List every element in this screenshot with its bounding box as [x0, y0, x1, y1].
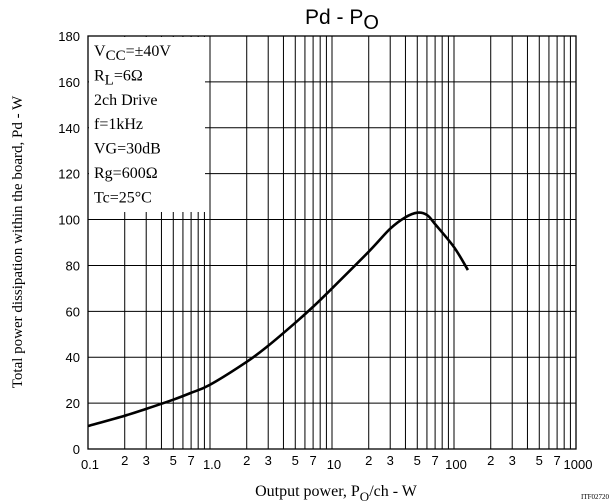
conditions-box: VCC=±40V RL=6Ω 2ch Drive f=1kHz VG=30dB Rg=60… — [89, 37, 205, 212]
x-tick-labels: 0.1 2 3 5 7 1.0 2 3 5 7 10 2 3 5 7 100 2 3 5 7 1000 — [81, 453, 593, 472]
series — [87, 211, 470, 428]
plot-frame — [87, 35, 577, 450]
x-tick-label-minor: 7 — [309, 453, 316, 468]
x-tick-label-minor: 5 — [170, 453, 177, 468]
y-tick-label: 160 — [58, 75, 80, 90]
condition-line: VG=30dB — [94, 141, 161, 158]
x-tick-label-decade: 0.1 — [81, 457, 99, 472]
y-tick-label: 60 — [66, 304, 80, 319]
x-tick-label-minor: 3 — [143, 453, 150, 468]
x-tick-label-minor: 2 — [487, 453, 494, 468]
condition-line: 2ch Drive — [94, 92, 158, 109]
x-tick-label-minor: 7 — [553, 453, 560, 468]
condition-line: Tc=25°C — [94, 189, 152, 206]
conditions-background — [89, 37, 205, 212]
y-tick-label: 20 — [66, 396, 80, 411]
x-tick-label-minor: 7 — [431, 453, 438, 468]
y-tick-label: 0 — [73, 442, 80, 457]
figure-code: ITF02720 — [581, 493, 610, 501]
condition-line: Rg=600Ω — [94, 165, 158, 182]
chart-title: Pd - PO — [305, 6, 379, 34]
x-tick-label-minor: 2 — [365, 453, 372, 468]
x-tick-label-decade: 100 — [445, 457, 467, 472]
y-tick-label: 40 — [66, 350, 80, 365]
y-tick-label: 180 — [58, 29, 80, 44]
pd-curve — [87, 211, 470, 428]
x-axis-label: Output power, PO/ch - W — [255, 483, 418, 504]
x-tick-label-minor: 3 — [509, 453, 516, 468]
x-tick-label-minor: 5 — [414, 453, 421, 468]
x-tick-label-minor: 7 — [187, 453, 194, 468]
y-tick-label: 80 — [66, 258, 80, 273]
x-tick-label-minor: 3 — [265, 453, 272, 468]
x-tick-label-decade: 1000 — [564, 457, 593, 472]
x-tick-label-minor: 3 — [387, 453, 394, 468]
condition-line: VCC=±40V — [94, 43, 171, 64]
y-tick-labels: 0 20 40 60 80 100 120 140 160 180 — [58, 29, 80, 457]
y-tick-label: 120 — [58, 167, 80, 182]
x-tick-label-decade: 10 — [327, 457, 341, 472]
y-axis-label: Total power dissipation within the board… — [10, 95, 26, 388]
y-tick-label: 140 — [58, 121, 80, 136]
condition-line: f=1kHz — [94, 116, 143, 133]
x-tick-label-minor: 5 — [536, 453, 543, 468]
x-tick-label-minor: 5 — [292, 453, 299, 468]
x-tick-label-minor: 2 — [121, 453, 128, 468]
x-tick-label-decade: 1.0 — [203, 457, 221, 472]
x-tick-label-minor: 2 — [243, 453, 250, 468]
condition-line: RL=6Ω — [94, 67, 143, 88]
y-tick-label: 100 — [58, 213, 80, 228]
